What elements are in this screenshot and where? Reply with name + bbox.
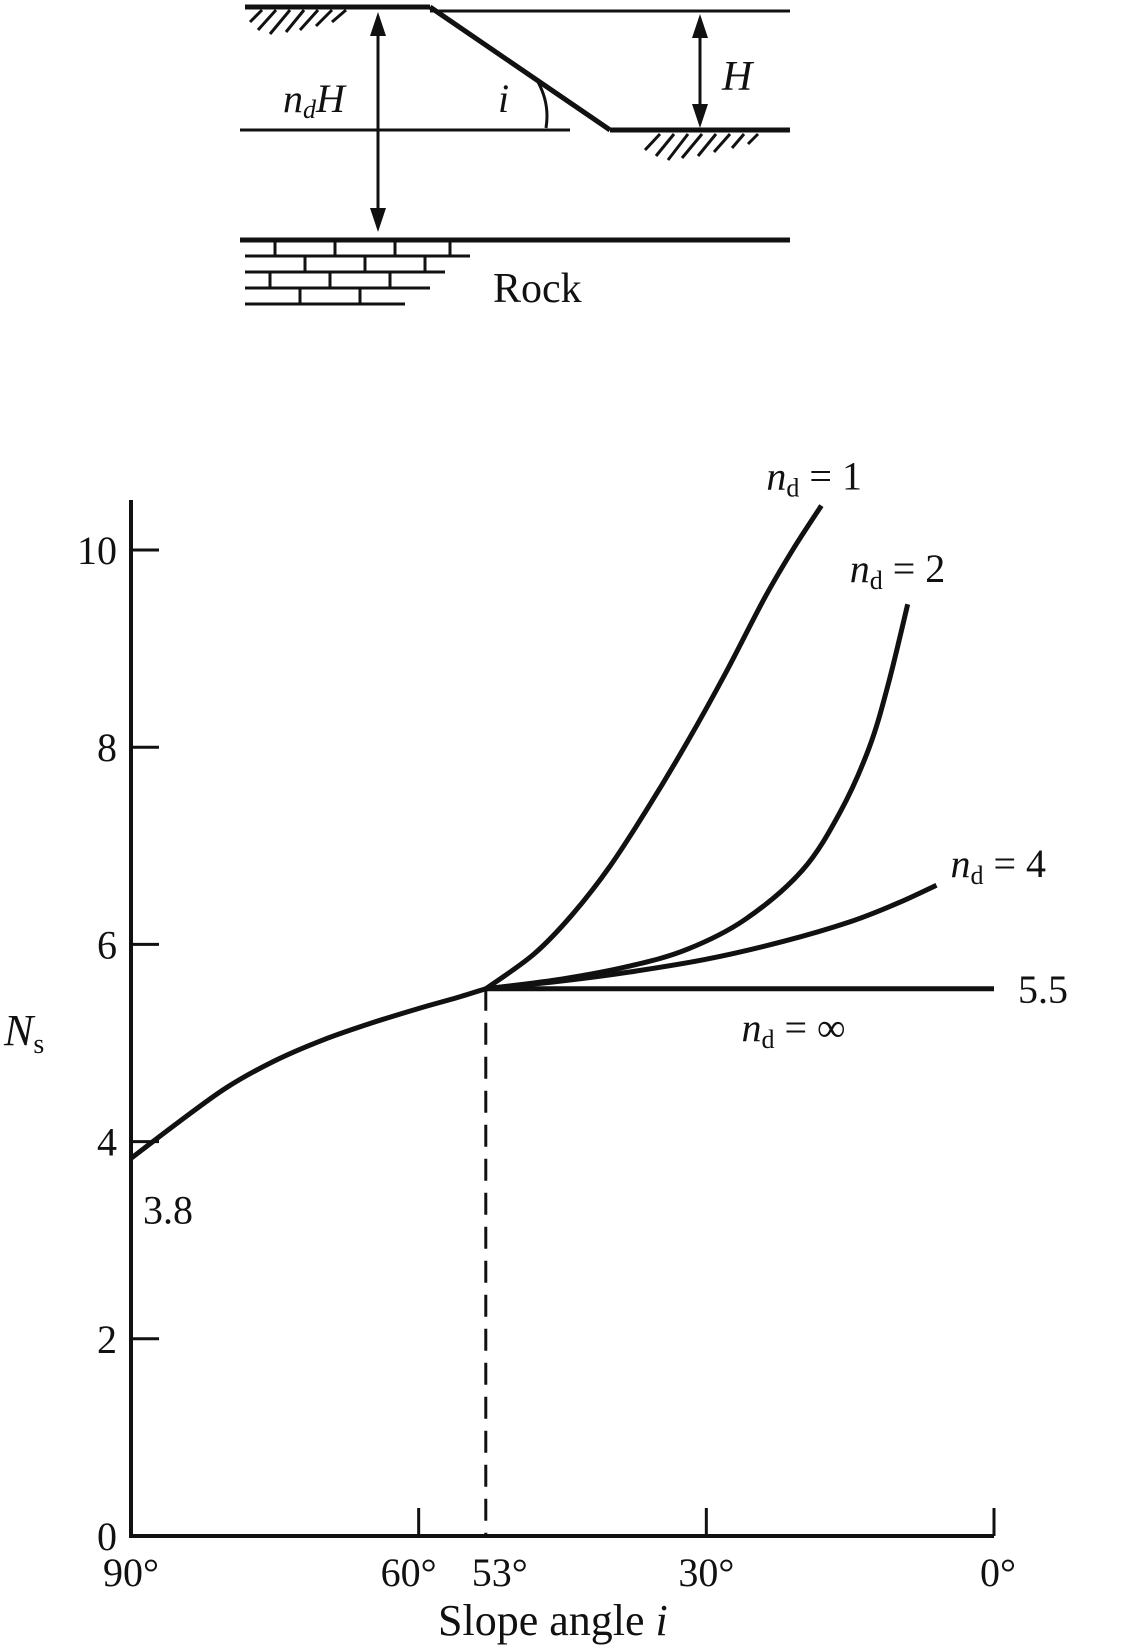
y-tick-label: 6 [97, 922, 117, 967]
curves [129, 504, 994, 1161]
label-nd-infinity: nd = ∞ [742, 1005, 846, 1054]
x-tick-label: 30° [678, 1550, 734, 1595]
toe-ground-hatch [643, 132, 760, 161]
slope-diagram: ndH i H Rock [240, 4, 790, 312]
curve-nd-4 [485, 882, 938, 992]
label-nd-1: nd = 1 [766, 454, 862, 503]
label-nd-4: nd = 4 [950, 841, 1046, 890]
rock-label: Rock [493, 266, 582, 312]
top-ground-hatch [248, 8, 347, 35]
curve-nd-2 [485, 603, 911, 992]
annotations: 3.8 5.5 [143, 967, 1068, 1233]
depth-dimension-arrow [370, 12, 386, 232]
x-axis-label: Slope angle i [438, 1596, 668, 1645]
y-tick-label: 0 [97, 1514, 117, 1559]
x-ticks: 90° 60° 53° 30° 0° [103, 1508, 1016, 1595]
rock-brick-pattern [245, 240, 470, 306]
y-axis-label: Ns [3, 1006, 44, 1060]
x-tick-label: 90° [103, 1550, 159, 1595]
depth-label: ndH [283, 76, 347, 124]
slope-angle-arc [536, 81, 549, 129]
y-tick-label: 10 [77, 528, 117, 573]
y-tick-label: 2 [97, 1317, 117, 1362]
shared-curve [129, 986, 487, 1161]
y-ticks: 0 2 4 6 8 10 [77, 528, 159, 1559]
y-tick-label: 4 [97, 1120, 117, 1165]
height-label: H [721, 54, 755, 100]
slope-face-line [428, 4, 612, 133]
angle-label: i [498, 76, 509, 121]
annotation-5-5: 5.5 [1018, 967, 1068, 1012]
height-dimension-arrow [692, 14, 708, 128]
annotation-3-8: 3.8 [143, 1187, 193, 1232]
series-labels: nd = 1 nd = 2 nd = 4 nd = ∞ [742, 454, 1047, 1054]
label-nd-2: nd = 2 [850, 546, 946, 595]
y-tick-label: 8 [97, 725, 117, 770]
curve-nd-1 [484, 504, 824, 991]
chart-axes [129, 500, 994, 1538]
x-tick-label: 0° [980, 1550, 1016, 1595]
x-tick-label: 60° [381, 1550, 437, 1595]
x-tick-label: 53° [472, 1550, 528, 1595]
